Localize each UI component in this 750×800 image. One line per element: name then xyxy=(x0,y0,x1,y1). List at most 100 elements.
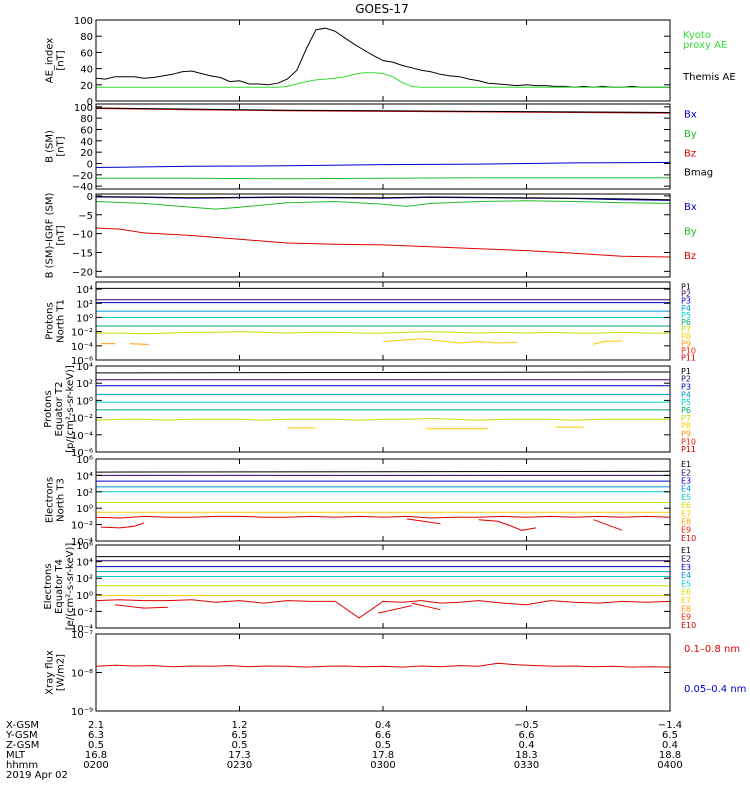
legend-label: P3 xyxy=(681,383,691,392)
legend-label: P11 xyxy=(681,445,696,454)
x-axis-value: 0330 xyxy=(514,760,539,771)
y-tick-label: 10⁻⁷ xyxy=(71,630,93,641)
y-axis-label: [nT] xyxy=(56,50,67,70)
x-axis-value: 0.4 xyxy=(375,720,391,731)
legend-label: P8 xyxy=(681,422,691,431)
legend-label: P10 xyxy=(681,437,696,446)
panel-pn: 10⁴ 10² 10⁰ 10⁻² 10⁻⁴ 10⁻⁶ Protons North T1 P1P2… xyxy=(45,281,696,367)
y-tick-label: 100 xyxy=(74,103,93,114)
legend-label: P5 xyxy=(681,311,691,320)
y-axis-label: Equator T4 xyxy=(54,559,65,614)
series-line-pn-6 xyxy=(96,331,670,335)
x-axis-value: 6.6 xyxy=(519,730,535,741)
legend-label: P6 xyxy=(681,318,691,327)
y-axis-label: Protons xyxy=(45,302,56,339)
y-tick-label: 100 xyxy=(74,16,93,27)
x-axis-value: 16.8 xyxy=(85,750,107,761)
legend-label: E8 xyxy=(681,518,691,527)
series-line-ee-10 xyxy=(411,602,441,611)
series-line-pn-8 xyxy=(593,340,623,345)
y-axis-label: Equator T2 xyxy=(54,382,65,437)
x-axis-value: 1.2 xyxy=(232,720,248,731)
y-tick-label: 10⁰ xyxy=(76,591,93,602)
y-tick-label: 10² xyxy=(76,299,93,310)
y-tick-label: 10⁻⁴ xyxy=(71,624,93,635)
x-axis-value: 2.1 xyxy=(88,720,104,731)
series-line-bigrf-2 xyxy=(95,200,671,210)
date-label: 2019 Apr 02 xyxy=(6,770,68,781)
legend-label: P2 xyxy=(681,290,691,299)
series-line-pe-6 xyxy=(95,417,670,421)
panel-frame xyxy=(95,544,671,629)
legend-label: E6 xyxy=(681,501,691,510)
series-line-bigrf-3 xyxy=(95,227,671,258)
y-tick-label: −40 xyxy=(72,182,93,193)
legend-label: E5 xyxy=(681,579,691,588)
legend-label: E3 xyxy=(681,563,691,572)
legend-label: By xyxy=(684,129,697,140)
y-axis-label: Protons xyxy=(43,390,54,427)
y-tick-label: 10⁻⁶ xyxy=(71,448,93,459)
series-line-en-11 xyxy=(593,519,623,531)
series-line-ee-7 xyxy=(95,599,671,619)
legend-label: E5 xyxy=(681,493,691,502)
y-tick-label: 10⁻² xyxy=(71,521,93,532)
legend-label: Themis AE xyxy=(682,72,736,83)
legend-label: E3 xyxy=(681,477,691,486)
x-axis-value: 6.6 xyxy=(375,730,391,741)
legend-label: proxy AE xyxy=(683,40,727,51)
y-tick-label: 10⁴ xyxy=(76,471,93,482)
x-axis-row-label: MLT xyxy=(6,750,26,761)
x-axis-value: 0.4 xyxy=(662,740,678,751)
legend-label: Kyoto xyxy=(683,30,711,41)
panel-frame xyxy=(95,281,671,361)
x-axis-value: 17.3 xyxy=(228,750,250,761)
x-axis-value: 6.5 xyxy=(662,730,678,741)
y-tick-label: 10² xyxy=(76,488,93,499)
series-line-bsm-3 xyxy=(96,177,670,180)
legend-label: P3 xyxy=(681,297,691,306)
y-tick-label: −5 xyxy=(78,211,93,222)
x-axis-value: 6.3 xyxy=(88,730,104,741)
legend-label: P1 xyxy=(681,367,691,376)
panel-bigrf: 0 −5 −10 −15 −20 B (SM)-IGRF (SM) [nT] Bx By Bz xyxy=(45,192,697,279)
legend-label: E2 xyxy=(681,468,691,477)
series-line-bsm-1 xyxy=(95,107,671,113)
legend-label: Bx xyxy=(684,202,697,213)
x-axis-value: −0.5 xyxy=(514,720,538,731)
y-tick-label: 10⁻⁴ xyxy=(71,537,93,548)
y-tick-label: 10⁶ xyxy=(76,455,93,466)
y-tick-label: 40 xyxy=(80,137,93,148)
y-tick-label: 20 xyxy=(80,81,93,92)
panel-frame xyxy=(95,633,671,712)
legend-label: P9 xyxy=(681,339,691,348)
legend-label: E1 xyxy=(681,460,691,469)
y-tick-label: 0 xyxy=(87,97,93,108)
legend-label: P7 xyxy=(681,414,691,423)
y-axis-label: Electrons xyxy=(43,563,54,609)
panel-frame xyxy=(95,365,671,453)
series-line-en-8 xyxy=(100,522,144,529)
y-tick-label: −15 xyxy=(72,248,93,259)
y-axis-label: [nT] xyxy=(56,225,67,245)
x-axis-value: 0.5 xyxy=(375,740,391,751)
legend-label: 0.1–0.8 nm xyxy=(684,644,740,655)
x-axis-value: 18.8 xyxy=(659,750,681,761)
y-tick-label: 60 xyxy=(80,48,93,59)
series-line-xray-0 xyxy=(95,662,671,668)
x-axis-value: 0400 xyxy=(657,760,682,771)
y-tick-label: 10⁻⁶ xyxy=(71,356,93,367)
x-axis-value: 0.5 xyxy=(88,740,104,751)
x-axis-value: 0.5 xyxy=(232,740,248,751)
y-tick-label: 10² xyxy=(76,574,93,585)
legend-label: E2 xyxy=(681,554,691,563)
legend-label: Bz xyxy=(684,148,696,159)
x-axis-value: 17.8 xyxy=(372,750,394,761)
legend-label: 0.05–0.4 nm xyxy=(684,684,746,695)
legend-label: E10 xyxy=(681,621,696,630)
series-line-en-7 xyxy=(95,515,671,519)
y-tick-label: 80 xyxy=(80,114,93,125)
legend-label: P5 xyxy=(681,398,691,407)
legend-label: P1 xyxy=(681,283,691,292)
y-tick-label: 40 xyxy=(80,65,93,76)
